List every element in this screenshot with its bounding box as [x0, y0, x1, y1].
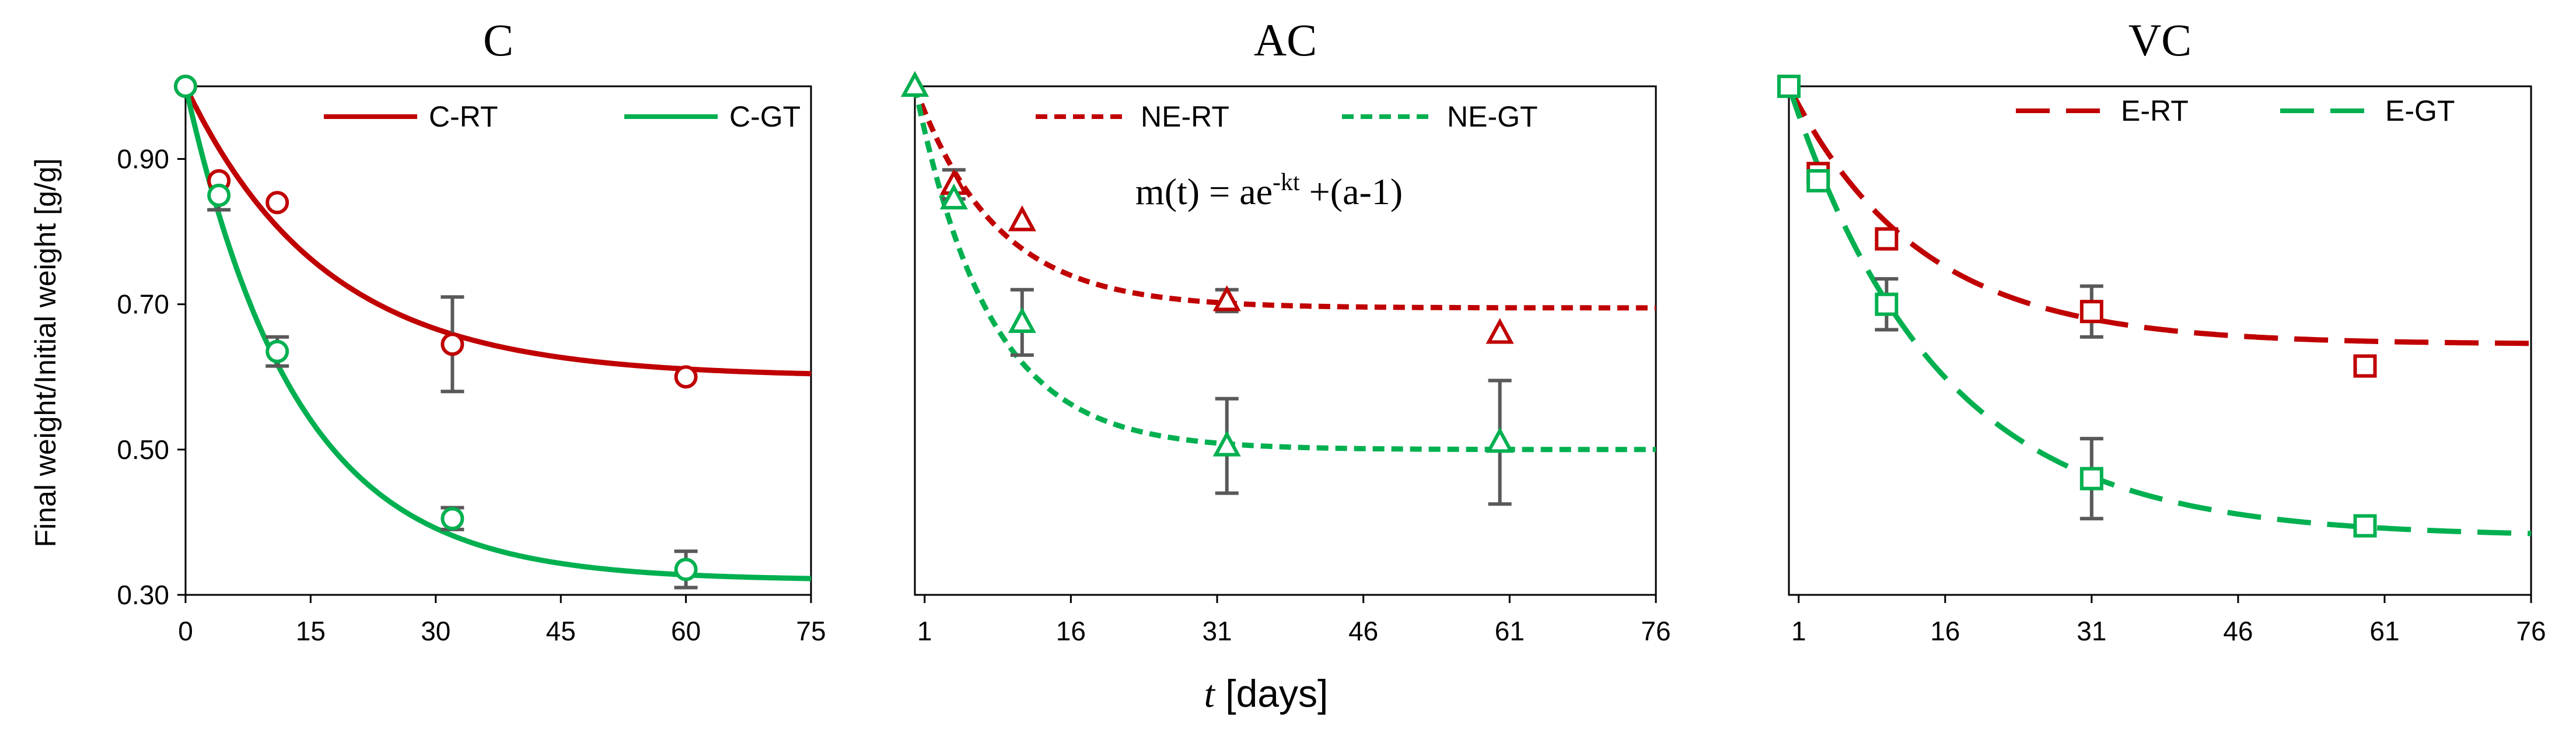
data-point-e-gt [1875, 292, 1899, 316]
chart-title: C [483, 15, 513, 65]
fit-line-ne-gt [912, 86, 1656, 453]
x-tick-label: 31 [2077, 616, 2106, 646]
model-equation-main: m(t) = ae [1135, 171, 1273, 212]
panel-ac: AC 1 16 31 46 61 76 NE-RT NE-GT m(t) = ae-kt +(a-… [900, 15, 1671, 646]
x-tick-label: 15 [296, 616, 326, 646]
x-tick-label: 31 [1202, 616, 1232, 646]
x-tick-label: 1 [917, 616, 932, 646]
data-point-ne-gt [1486, 427, 1514, 453]
x-axis-label: t [days] [1204, 672, 1329, 716]
fit-line-c-gt [183, 85, 811, 581]
x-tick-label: 1 [1791, 616, 1806, 646]
x-tick-label: 0 [178, 616, 193, 646]
x-tick-label: 30 [421, 616, 450, 646]
data-point-e-gt [1777, 75, 1801, 98]
fit-line-c-rt [183, 85, 812, 377]
y-tick-label: 0.70 [117, 289, 169, 320]
legend-label-e-rt: E-RT [2121, 94, 2189, 127]
fit-line-e-rt [1786, 85, 2531, 346]
data-point-c-gt [265, 339, 289, 363]
data-point-c-gt [441, 507, 464, 531]
x-tick-label: 46 [2223, 616, 2253, 646]
data-point-ne-gt [939, 183, 968, 210]
data-point-c-gt [674, 558, 698, 581]
data-point-e-gt [2353, 514, 2377, 538]
model-equation-exponent: -kt [1273, 169, 1300, 196]
data-point-c-gt [174, 75, 197, 98]
x-tick-label: 16 [1056, 616, 1086, 646]
y-tick-label: 0.50 [117, 434, 169, 465]
plot-area-frame [184, 85, 812, 596]
fit-line-ne-rt [912, 85, 1656, 311]
y-tick-label: 0.90 [117, 144, 169, 174]
legend-label-ne-rt: NE-RT [1141, 100, 1229, 133]
x-axis-label-italic: t [1204, 673, 1216, 716]
data-point-ne-gt [1212, 430, 1241, 457]
data-point-c-rt [265, 191, 289, 215]
legend-label-c-rt: C-RT [429, 100, 498, 133]
legend-label-ne-gt: NE-GT [1447, 100, 1538, 133]
x-tick-label: 60 [671, 616, 701, 646]
y-tick-label: 0.30 [117, 580, 169, 610]
legend-label-e-gt: E-GT [2385, 94, 2455, 127]
x-tick-label: 61 [2369, 616, 2399, 646]
data-point-e-rt [2079, 300, 2103, 324]
y-axis-label: Final weight/Initial weight [g/g] [29, 158, 62, 547]
data-point-e-gt [1806, 169, 1830, 192]
x-tick-label: 76 [1641, 616, 1670, 646]
data-point-c-gt [207, 183, 231, 207]
x-tick-label: 16 [1930, 616, 1960, 646]
plot-area-frame [1788, 85, 2532, 596]
data-point-e-rt [2353, 354, 2377, 378]
chart-title: VC [2128, 15, 2191, 65]
x-tick-label: 46 [1348, 616, 1378, 646]
data-point-ne-rt [1212, 285, 1241, 311]
data-point-c-rt [674, 365, 698, 389]
data-point-ne-rt [1486, 318, 1514, 344]
panel-vc: VC 1 16 31 46 61 76 E-RT E-GT [1777, 15, 2546, 646]
x-tick-label: 76 [2516, 616, 2546, 646]
data-point-ne-gt [900, 71, 929, 97]
x-tick-label: 45 [546, 616, 576, 646]
model-equation-tail: +(a-1) [1300, 171, 1403, 212]
x-tick-label: 61 [1495, 616, 1525, 646]
data-point-e-gt [2079, 467, 2103, 490]
data-point-ne-rt [1008, 205, 1036, 232]
fit-line-e-gt [1786, 85, 2532, 537]
x-tick-label: 75 [796, 616, 826, 646]
x-axis-label-unit: [days] [1215, 672, 1328, 715]
legend-label-c-gt: C-GT [729, 100, 801, 133]
data-point-e-rt [1875, 227, 1899, 251]
model-equation: m(t) = ae-kt +(a-1) [1135, 169, 1403, 212]
data-point-c-rt [441, 332, 464, 356]
data-point-ne-gt [1008, 307, 1036, 333]
chart-title: AC [1254, 15, 1317, 65]
panel-c: C 0 15 30 45 60 75 0.30 0.50 0.70 0.90 C-RT C-GT [117, 15, 826, 646]
plot-area-frame [914, 85, 1657, 596]
